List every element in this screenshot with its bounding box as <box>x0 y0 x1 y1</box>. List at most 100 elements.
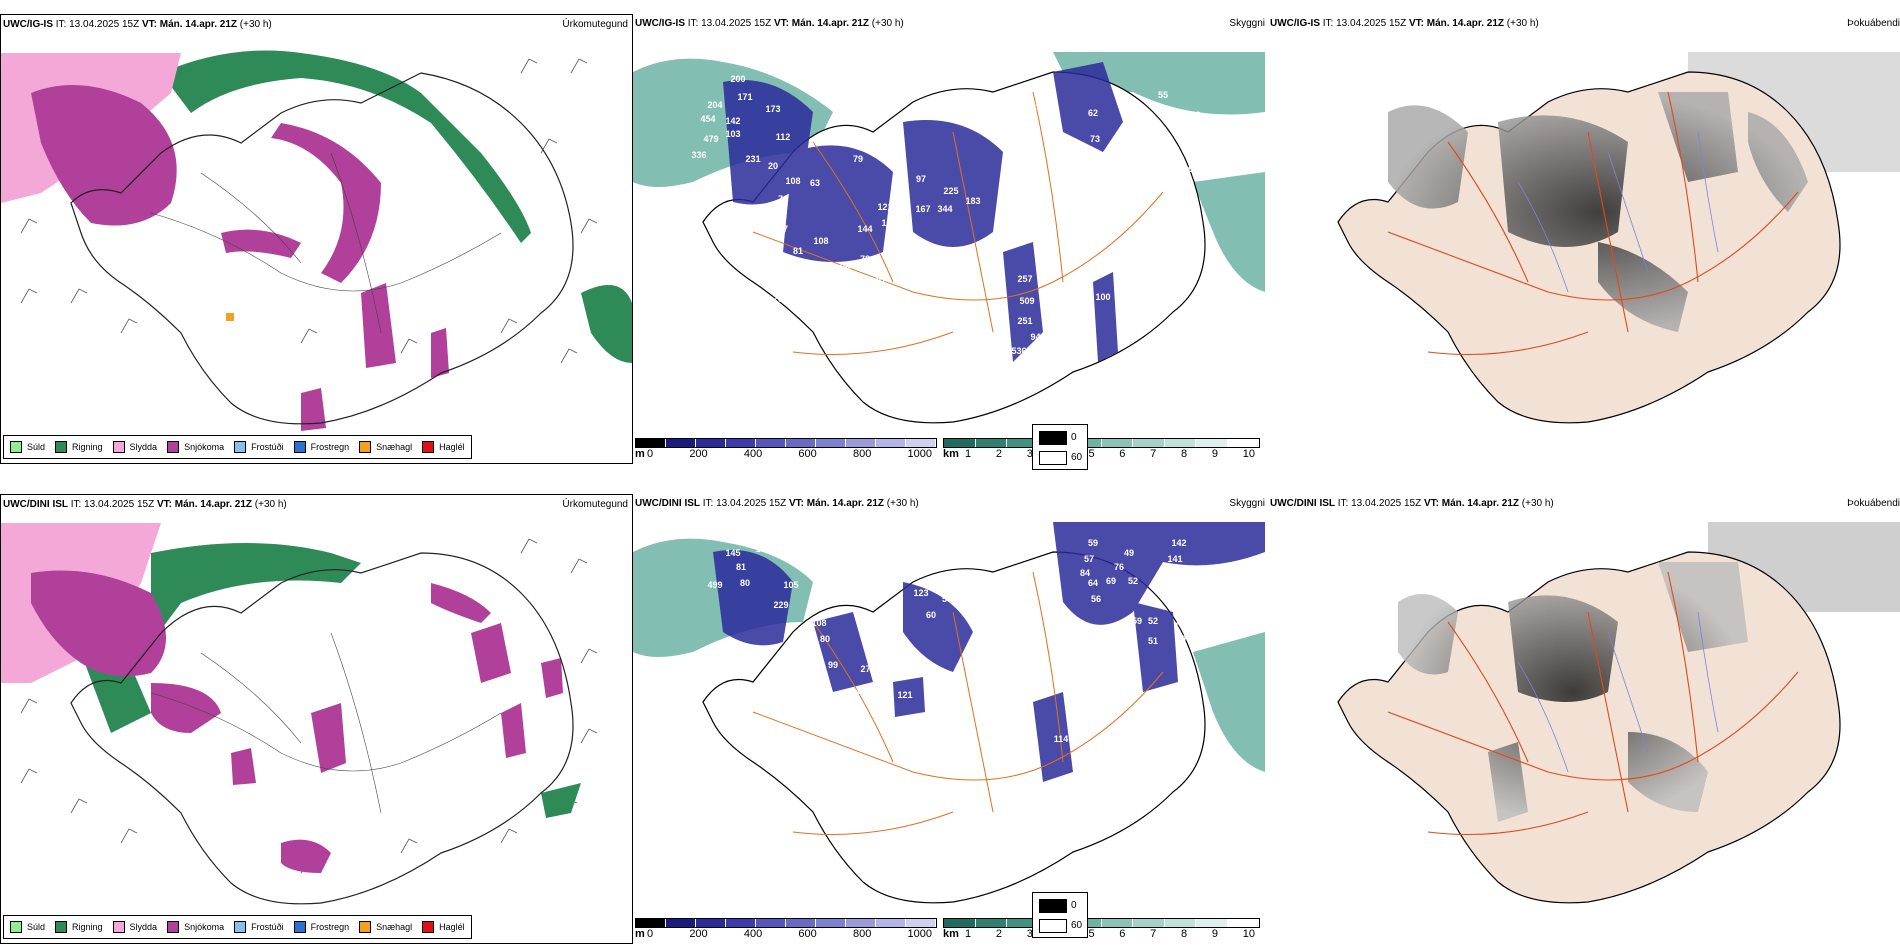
legend-swatch <box>55 441 68 453</box>
snow-depth-label: 200 <box>730 74 745 84</box>
snow-depth-label: 49 <box>1176 634 1186 644</box>
snow-depth-label: 121 <box>877 202 892 212</box>
snow-depth-label: 105 <box>783 580 798 590</box>
snow-depth-label: 69 <box>1106 576 1116 586</box>
snow-depth-label: 107 <box>755 544 770 554</box>
snow-depth-label: 99 <box>828 660 838 670</box>
snow-visibility-map: 145 107 82 81 499 80 105 229 108 80 148 … <box>633 522 1265 904</box>
legend-swatch <box>167 441 180 453</box>
iceland-roads <box>150 152 502 334</box>
visibility-colorbar: km 12345678910 <box>943 918 1260 942</box>
low-visibility-area <box>633 538 1265 772</box>
snow-depth-ticks: 0 200 400 600 800 1000 <box>647 928 932 940</box>
legend-swatch <box>422 921 435 933</box>
snow-depth-label: 170 <box>925 680 940 690</box>
snow-depth-label: 540 <box>903 392 918 402</box>
snow-depth-label: 52 <box>1148 616 1158 626</box>
snow-depth-label: 108 <box>811 618 826 628</box>
snow-depth-label: 105 <box>917 858 932 868</box>
snow-depth-ticks: 0 200 400 600 800 1000 <box>647 448 932 460</box>
precip-panel-row1: UWC/IG-IS IT: 13.04.2025 15Z VT: Mán. 14… <box>0 14 633 464</box>
snow-depth-label: 80 <box>820 634 830 644</box>
legend-item-slydda: Slydda <box>112 441 157 453</box>
visibility-ticks: 12345678910 <box>965 928 1255 940</box>
snowdepth-visibility-panel-row1: UWC/IG-IS IT: 13.04.2025 15Z VT: Mán. 14… <box>633 14 1265 464</box>
snow-depth-label: 71 <box>1102 160 1112 170</box>
panel-header: UWC/IG-IS IT: 13.04.2025 15Z VT: Mán. 14… <box>3 19 272 30</box>
snow-depth-unit: m <box>635 928 645 940</box>
snow-depth-area <box>713 522 1265 782</box>
legend-swatch <box>167 921 180 933</box>
panel-header: UWC/DINI ISL IT: 13.04.2025 15Z VT: Mán.… <box>3 499 287 510</box>
snow-band-north <box>271 123 381 283</box>
snow-depth-label: 142 <box>1171 538 1186 548</box>
snow-depth-label: 173 <box>765 104 780 114</box>
snow-depth-label: 59 <box>1088 538 1098 548</box>
fog-legend-white <box>1039 451 1067 465</box>
snow-depth-label: 64 <box>1088 578 1098 588</box>
rain-area <box>81 543 361 733</box>
snow-depth-label: 142 <box>725 116 740 126</box>
legend-swatch <box>293 441 306 453</box>
road-network <box>752 91 1164 355</box>
rain-area-east <box>541 783 581 818</box>
snow-depth-label: 108 <box>813 236 828 246</box>
legend-swatch <box>293 921 306 933</box>
snow-depth-label: 940 <box>1030 332 1045 342</box>
legend-item-rigning: Rigning <box>55 921 103 933</box>
snow-depth-label: 112 <box>776 132 791 142</box>
fog-map <box>1337 522 1900 904</box>
snow-depth-label: 229 <box>773 600 788 610</box>
legend-item-snjokoma: Snjókoma <box>167 921 224 933</box>
snow-depth-label: 78 <box>860 254 870 264</box>
panel-header: UWC/IG-IS IT: 13.04.2025 15Z VT: Mán. 14… <box>635 18 904 29</box>
snow-depth-label: 49 <box>1124 548 1134 558</box>
snow-area-west <box>31 570 221 733</box>
legend-item-slydda: Slydda <box>112 921 157 933</box>
snow-depth-label: 283 <box>1185 110 1200 120</box>
snow-depth-colorbar: m 0 200 400 600 800 1000 <box>635 438 937 462</box>
legend-swatch <box>112 921 125 933</box>
snow-depth-label: 121 <box>897 690 912 700</box>
precip-map <box>1 50 632 431</box>
snow-visibility-map: 200 204 171 173 454 142 479 103 112 336 … <box>633 52 1265 424</box>
snow-depth-label: 52 <box>1128 576 1138 586</box>
snow-depth-label: 509 <box>1019 296 1034 306</box>
snow-depth-label: 59 <box>1132 616 1142 626</box>
snow-depth-label: 46 <box>1126 134 1136 144</box>
panel-header: UWC/DINI ISL IT: 13.04.2025 15Z VT: Mán.… <box>1270 498 1554 509</box>
snow-labels: 200 204 171 173 454 142 479 103 112 336 … <box>691 74 1200 402</box>
snow-depth-label: 91 <box>876 276 886 286</box>
fog-legend-black <box>1039 431 1067 445</box>
legend-item-haglel: Haglél <box>422 441 465 453</box>
panel-header: UWC/DINI ISL IT: 13.04.2025 15Z VT: Mán.… <box>635 498 919 509</box>
snow-depth-label: 67 <box>1031 564 1041 574</box>
snow-depth-label: 100 <box>1095 292 1110 302</box>
snow-depth-label: 242 <box>850 686 865 696</box>
legend-swatch <box>10 921 22 933</box>
snow-depth-label: 82 <box>783 544 793 554</box>
snow-depth-label: 66 <box>1183 164 1193 174</box>
snow-depth-label: 20 <box>768 161 778 171</box>
visibility-colorbar-bar <box>943 438 1260 448</box>
fog-area <box>1398 562 1748 822</box>
snow-depth-label: 479 <box>703 134 718 144</box>
snow-depth-label: 84 <box>1080 568 1090 578</box>
legend-item-frostregn: Frostregn <box>293 921 349 933</box>
snow-depth-colorbar-bar <box>635 438 937 448</box>
snow-depth-label: 80 <box>740 578 750 588</box>
snow-labels: 145 107 82 81 499 80 105 229 108 80 148 … <box>707 538 1186 868</box>
snow-depth-label: 50 <box>1158 150 1168 160</box>
snow-depth-label: 73 <box>1090 134 1100 144</box>
precip-map <box>1 523 598 905</box>
panel-title: Úrkomutegund <box>562 19 628 30</box>
visibility-unit: km <box>943 928 959 940</box>
rivers <box>1517 611 1719 773</box>
snow-depth-label: 60 <box>926 610 936 620</box>
snow-depth-label: 103 <box>725 129 740 139</box>
legend-swatch <box>359 441 372 453</box>
snow-depth-unit: m <box>635 448 645 460</box>
snow-depth-label: 499 <box>707 580 722 590</box>
legend-item-sudl: Súld <box>10 441 45 453</box>
legend-swatch <box>112 441 125 453</box>
